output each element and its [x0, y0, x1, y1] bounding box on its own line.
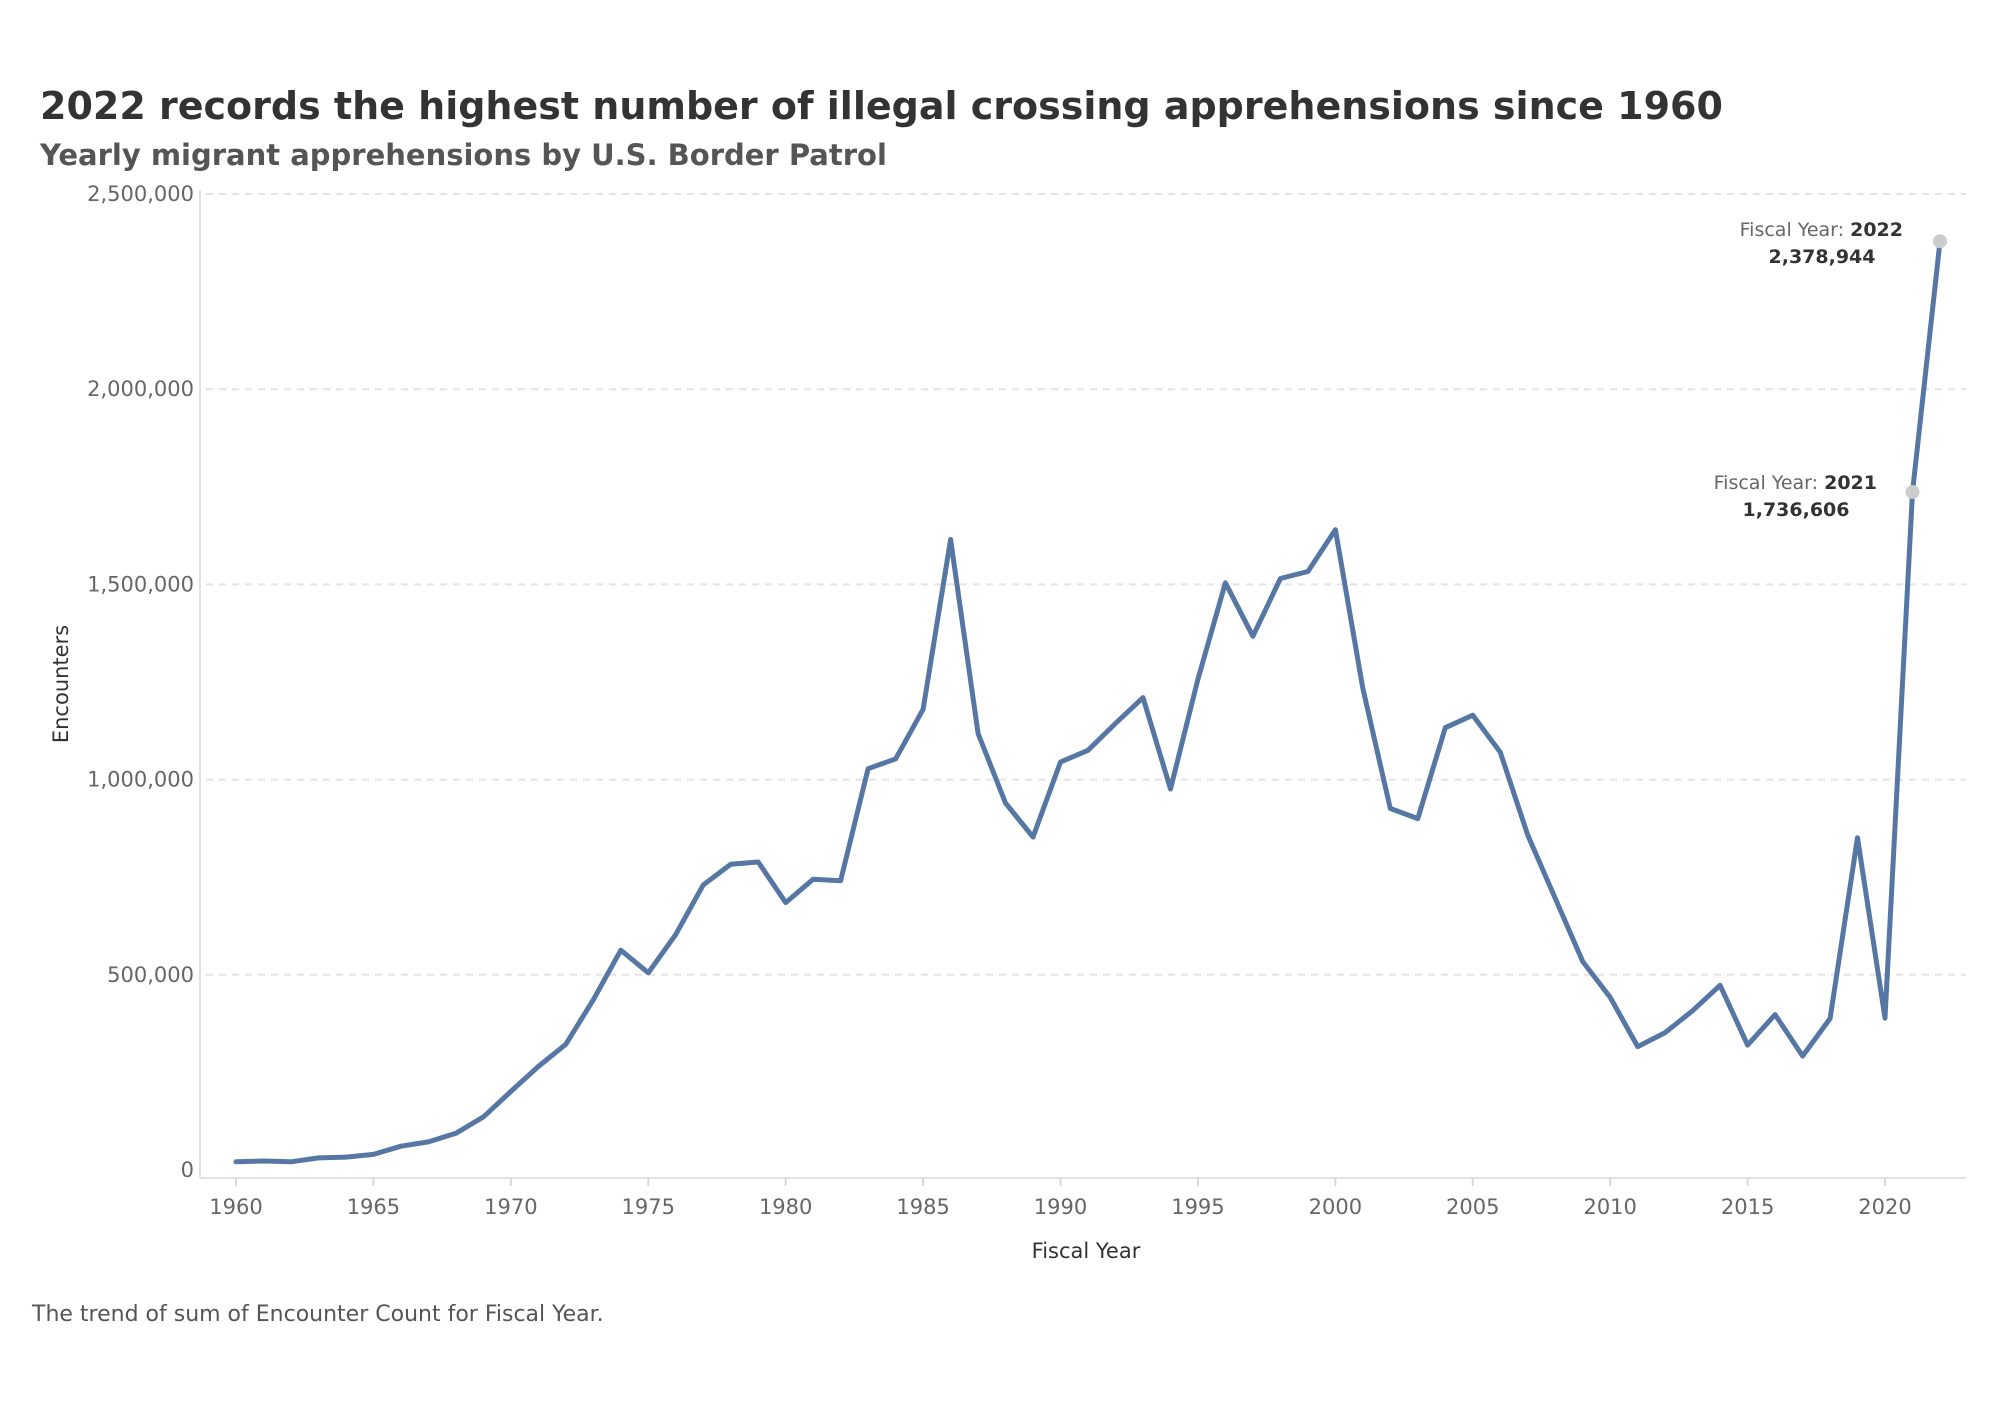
x-tick-label: 1965 [347, 1195, 400, 1219]
x-tick-label: 1980 [759, 1195, 812, 1219]
x-tick-label: 1975 [622, 1195, 675, 1219]
y-axis-title: Encounters [49, 625, 73, 743]
svg-text:Fiscal Year: 2021: Fiscal Year: 2021 [1714, 472, 1877, 494]
annotation-2022-label: Fiscal Year: [1740, 219, 1844, 241]
annotation-2021: Fiscal Year: 2021 1,736,606 [1714, 472, 1877, 521]
data-point-2021[interactable] [1905, 485, 1920, 500]
y-tick-label: 2,500,000 [87, 182, 194, 206]
x-axis-title: Fiscal Year [1032, 1239, 1141, 1263]
annotation-2021-year: 2021 [1824, 472, 1877, 494]
x-axis-ticks: 1960 1965 1970 1975 1980 1985 1990 1995 2000 2005… [209, 1178, 1912, 1219]
x-tick-label: 2010 [1583, 1195, 1636, 1219]
y-tick-label: 2,000,000 [87, 377, 194, 401]
data-points [1905, 234, 1947, 500]
x-tick-label: 1970 [484, 1195, 537, 1219]
y-tick-label: 1,500,000 [87, 572, 194, 596]
x-tick-label: 1985 [896, 1195, 949, 1219]
x-tick-label: 2020 [1858, 1195, 1911, 1219]
gridlines [206, 193, 1966, 976]
annotation-2022-year: 2022 [1850, 219, 1903, 241]
x-tick-label: 1995 [1171, 1195, 1224, 1219]
series-line-encounters[interactable] [233, 238, 1943, 1165]
x-tick-label: 1960 [209, 1195, 262, 1219]
chart-title: 2022 records the highest number of illeg… [40, 84, 1723, 128]
y-tick-label: 500,000 [107, 963, 194, 987]
x-tick-label: 2005 [1446, 1195, 1499, 1219]
y-tick-label: 0 [181, 1158, 194, 1182]
chart-subtitle: Yearly migrant apprehensions by U.S. Bor… [40, 138, 887, 172]
x-tick-label: 2000 [1309, 1195, 1362, 1219]
chart-caption: The trend of sum of Encounter Count for … [32, 1302, 604, 1327]
x-tick-label: 1990 [1034, 1195, 1087, 1219]
svg-text:Fiscal Year: 2022: Fiscal Year: 2022 [1740, 219, 1903, 241]
annotations: Fiscal Year: 2022 2,378,944 Fiscal Year:… [1714, 219, 1903, 521]
data-point-2022[interactable] [1933, 234, 1947, 249]
x-tick-label: 2015 [1721, 1195, 1774, 1219]
annotation-2022-value: 2,378,944 [1769, 246, 1876, 268]
y-axis-ticks: 0 500,000 1,000,000 1,500,000 2,000,000 2,500… [87, 182, 194, 1182]
annotation-2021-label: Fiscal Year: [1714, 472, 1818, 494]
annotation-2022: Fiscal Year: 2022 2,378,944 [1740, 219, 1903, 268]
annotation-2021-value: 1,736,606 [1743, 499, 1850, 521]
y-tick-label: 1,000,000 [87, 768, 194, 792]
